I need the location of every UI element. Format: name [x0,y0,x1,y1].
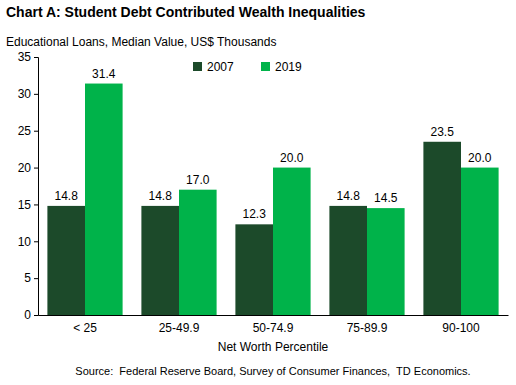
data-label: 20.0 [280,151,304,165]
plot: 14.8 14.8 12.3 14.8 23.5 31.4 17.0 20.0 14.5 20.0… [18,50,509,335]
y-tick-label: 30 [18,87,32,101]
title: Chart A: Student Debt Contributed Wealth… [6,4,366,20]
x-tick: 50-74.9 [253,315,294,335]
data-label: 14.8 [337,189,361,203]
x-tick-label: < 25 [73,321,97,335]
data-label: 14.5 [374,191,398,205]
y-tick: 35 [18,50,38,64]
bar [367,208,405,315]
x-tick: < 25 [73,315,97,335]
source: Source: Federal Reserve Board, Survey of… [75,365,470,377]
bars [47,84,498,315]
y-tick: 30 [18,87,38,101]
legend-label: 2007 [207,60,234,74]
data-labels: 14.8 14.8 12.3 14.8 23.5 31.4 17.0 20.0 14.5 20.0 [55,67,492,222]
data-label: 12.3 [243,207,267,221]
bar [47,206,85,315]
y-tick: 15 [18,198,38,212]
legend-swatch [193,62,202,71]
y-tick-mark [34,204,38,205]
x-tick: 25-49.9 [159,315,200,335]
x-tick-label: 90-100 [442,321,480,335]
data-label: 31.4 [92,67,116,81]
legend-label: 2019 [275,60,302,74]
data-label: 14.8 [55,189,79,203]
y-tick: 10 [18,235,38,249]
bar [423,142,461,315]
y-tick-mark [34,278,38,279]
chart: Chart A: Student Debt Contributed Wealth… [0,0,516,385]
data-label: 23.5 [431,125,455,139]
y-tick-label: 25 [18,124,32,138]
x-axis-line [39,315,509,316]
y-tick-label: 0 [24,308,31,322]
y-tick: 25 [18,124,38,138]
x-tick-label: 50-74.9 [253,321,294,335]
y-tick-mark [34,57,38,58]
y-tick-label: 15 [18,198,32,212]
y-tick-mark [34,315,38,316]
y-tick: 5 [24,271,38,285]
bar [179,190,217,315]
legend: 2007 2019 [193,60,302,74]
y-tick-mark [34,131,38,132]
y-tick: 0 [24,308,38,322]
y-tick-label: 5 [24,271,31,285]
bar [141,206,179,315]
bar [461,168,499,315]
bar [235,224,273,315]
legend-swatch [261,62,270,71]
y-tick-label: 10 [18,235,32,249]
bar [329,206,367,315]
y-tick-mark [34,241,38,242]
y-tick-mark [34,168,38,169]
y-tick-label: 20 [18,161,32,175]
bar [273,168,311,315]
data-label: 17.0 [186,173,210,187]
data-label: 14.8 [149,189,173,203]
subtitle: Educational Loans, Median Value, US$ Tho… [6,35,276,49]
x-tick: 75-89.9 [347,315,388,335]
y-axis-line [34,58,39,316]
x-tick-label: 25-49.9 [159,321,200,335]
bar [85,84,123,315]
y-axis: 0 5 10 15 20 25 30 35 [18,50,39,322]
data-label: 20.0 [468,151,492,165]
x-tick: 90-100 [442,315,480,335]
x-tick-label: 75-89.9 [347,321,388,335]
y-tick-mark [34,94,38,95]
y-tick: 20 [18,161,38,175]
x-axis: < 25 25-49.9 50-74.9 75-89.9 90-100 [39,315,509,335]
y-tick-label: 35 [18,50,32,64]
x-axis-title: Net Worth Percentile [218,340,329,354]
